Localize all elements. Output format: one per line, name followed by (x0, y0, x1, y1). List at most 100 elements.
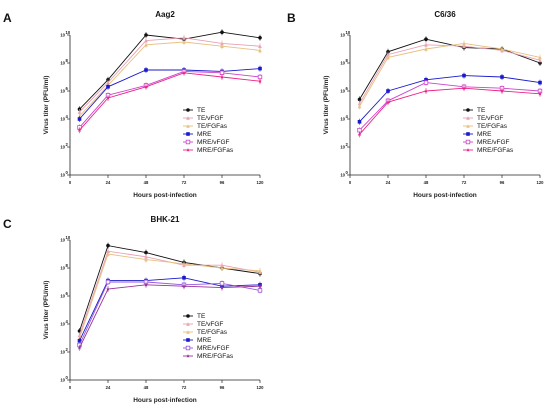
data-point-marker (424, 37, 428, 41)
data-point-marker (258, 36, 262, 40)
x-tick-label: 0 (69, 180, 72, 185)
data-point-marker (538, 55, 542, 60)
y-tick-label: 10 (340, 173, 345, 178)
series-line (79, 70, 261, 128)
data-point-marker (182, 36, 186, 40)
data-point-marker (77, 339, 82, 343)
series-line (359, 42, 541, 107)
y-tick-exponent: 6 (66, 86, 69, 91)
y-tick-label: 10 (60, 350, 65, 355)
series-line (359, 75, 541, 123)
y-tick-exponent: 8 (66, 58, 69, 63)
y-tick-exponent: 4 (66, 319, 69, 324)
series-line (79, 284, 261, 348)
data-point-marker (186, 322, 190, 326)
data-point-marker (466, 116, 470, 120)
data-point-marker (186, 132, 190, 136)
y-tick-label: 10 (60, 145, 65, 150)
series-line (79, 72, 261, 131)
data-point-marker (105, 279, 111, 285)
data-point-marker (106, 287, 110, 291)
x-tick-label: 48 (424, 180, 429, 185)
data-point-marker (185, 139, 191, 145)
x-tick-label: 24 (386, 180, 391, 185)
x-axis-label: Hours post-infection (133, 192, 197, 199)
data-point-marker (186, 124, 190, 128)
y-tick-exponent: 0 (66, 375, 69, 380)
data-point-marker (77, 128, 82, 132)
x-tick-label: 0 (69, 385, 72, 390)
y-axis-label: Virus titer (PFU/ml) (323, 76, 330, 135)
legend-label: MRE (477, 131, 492, 138)
x-tick-label: 72 (182, 180, 187, 185)
legend-label: MRE/vFGF (197, 139, 230, 146)
x-tick-label: 24 (106, 180, 111, 185)
data-point-marker (424, 43, 428, 47)
data-point-marker (77, 346, 82, 350)
data-point-marker (258, 269, 262, 273)
chart-title: Aag2 (155, 10, 175, 19)
data-point-marker (500, 89, 504, 93)
legend-label: TE/vFGF (197, 115, 223, 122)
data-point-marker (500, 75, 504, 79)
data-point-marker (106, 85, 110, 89)
data-point-marker (186, 108, 190, 112)
data-point-marker (182, 40, 186, 44)
data-point-marker (182, 284, 186, 288)
legend-label: TE/FGFas (197, 123, 228, 130)
data-point-marker (144, 250, 148, 255)
series-mre-vfgf (357, 79, 543, 134)
legend-label: TE (477, 107, 486, 114)
x-tick-label: 72 (182, 385, 187, 390)
data-point-marker (77, 110, 82, 114)
y-tick-exponent: 6 (346, 86, 349, 91)
data-point-marker (144, 85, 148, 89)
panel-label: C (3, 217, 12, 231)
y-tick-label: 10 (60, 33, 65, 38)
y-axis-label: Virus titer (PFU/ml) (43, 281, 50, 340)
x-tick-label: 120 (537, 180, 545, 185)
panel-label: A (3, 11, 12, 25)
y-tick-label: 10 (60, 238, 65, 243)
y-tick-label: 10 (340, 145, 345, 150)
data-point-marker (357, 120, 362, 124)
series-mre-fgfas (77, 69, 262, 134)
data-point-marker (144, 38, 148, 43)
y-tick-exponent: 0 (346, 170, 349, 175)
y-tick-exponent: 2 (66, 142, 69, 147)
series-te-fgfas (77, 251, 262, 341)
data-point-marker (466, 108, 470, 112)
series-mre-fgfas (357, 85, 542, 138)
legend-label: MRE (197, 131, 212, 138)
series-line (359, 38, 541, 100)
y-tick-exponent: 0 (66, 170, 69, 175)
data-point-marker (258, 284, 262, 288)
x-tick-label: 96 (500, 180, 505, 185)
data-point-marker (538, 92, 542, 96)
data-point-marker (258, 79, 262, 83)
data-point-marker (220, 30, 224, 34)
legend-label: TE (197, 313, 206, 320)
data-point-marker (423, 80, 429, 85)
y-tick-label: 10 (60, 378, 65, 383)
data-point-marker (462, 73, 466, 78)
legend-label: MRE/vFGF (477, 139, 510, 146)
data-point-marker (186, 330, 190, 334)
data-point-marker (258, 48, 262, 53)
y-tick-exponent: 10 (346, 30, 351, 35)
legend-label: MRE/FGFas (197, 147, 234, 154)
x-axis-label: Hours post-infection (133, 397, 197, 404)
data-point-marker (182, 71, 186, 75)
data-point-marker (357, 104, 362, 109)
data-point-marker (424, 47, 428, 51)
series-line (79, 37, 261, 113)
data-point-marker (106, 243, 110, 248)
series-line (79, 245, 261, 332)
data-point-marker (186, 314, 190, 318)
data-point-marker (144, 257, 148, 262)
y-tick-exponent: 4 (66, 114, 69, 119)
legend-label: TE/vFGF (197, 321, 223, 328)
